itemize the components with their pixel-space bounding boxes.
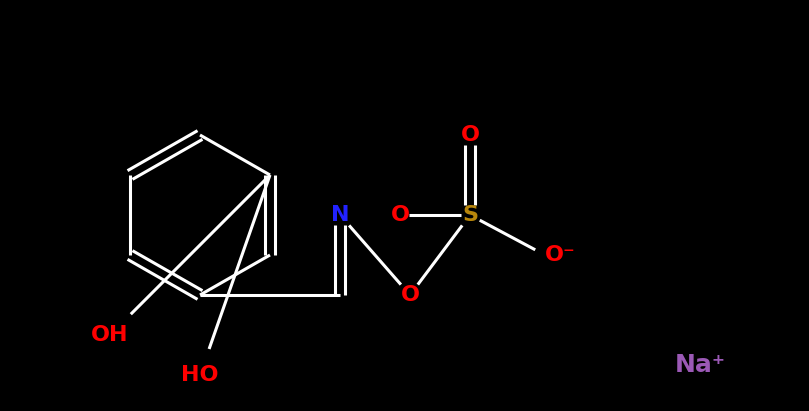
Text: Na⁺: Na⁺ [675, 353, 726, 377]
Text: N: N [331, 205, 349, 225]
Text: OH: OH [91, 325, 129, 345]
Text: O: O [391, 205, 409, 225]
Text: S: S [462, 205, 478, 225]
Text: O: O [460, 125, 480, 145]
Text: O⁻: O⁻ [545, 245, 576, 265]
Text: O: O [400, 285, 420, 305]
Text: HO: HO [181, 365, 218, 385]
